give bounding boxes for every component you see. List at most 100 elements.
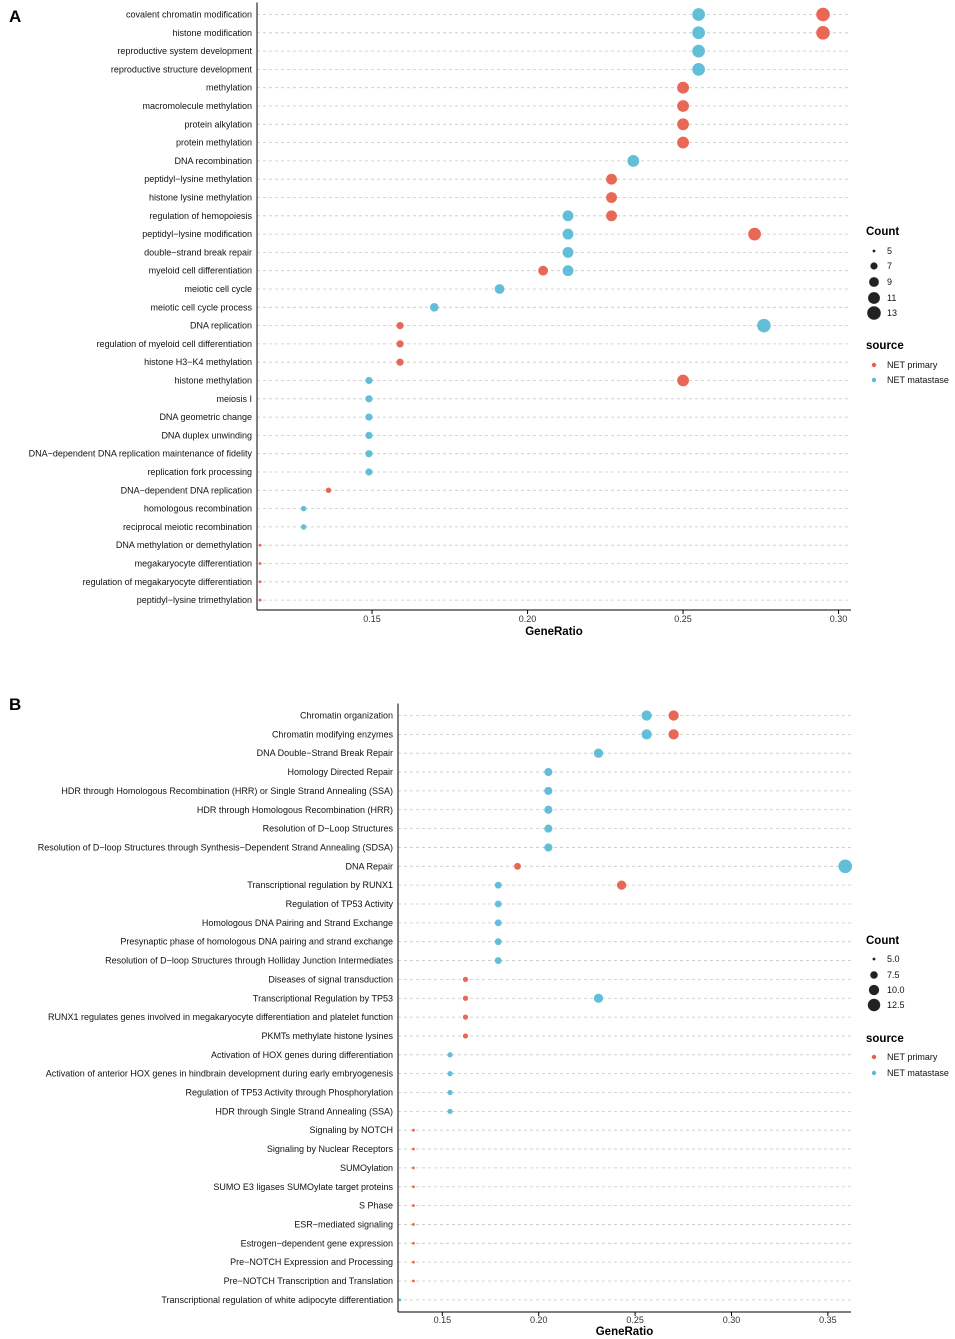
legend-size-label: 7.5 [887,970,900,980]
point-net-primary-regulation-of-hemopoiesis [606,210,617,222]
term-label-histone-methylation: histone methylation [174,376,252,386]
point-net-matastase-reciprocal-meiotic-recombination [300,524,307,530]
point-net-matastase-resolution-of-d-loop-structures [544,824,553,833]
point-net-matastase-homologous-recombination [300,505,307,512]
point-net-primary-myeloid-cell-differentiation [538,265,549,276]
term-label-chromatin-organization: Chromatin organization [300,711,393,721]
term-label-replication-fork-processing: replication fork processing [147,467,252,477]
term-label-peptidyl-lysine-trimethylation: peptidyl−lysine trimethylation [137,595,252,605]
term-label-pre-notch-expression-and-processing: Pre−NOTCH Expression and Processing [230,1257,393,1267]
point-net-matastase-chromatin-organization [641,710,652,721]
point-net-primary-signaling-by-notch [412,1128,415,1132]
term-label-runx1-regulates-genes-involved-in-megakaryocyte-: RUNX1 regulates genes involved in megaka… [48,1012,393,1022]
point-net-matastase-presynaptic-phase-of-homologous-dna-pairing-and- [494,938,502,946]
term-label-protein-methylation: protein methylation [176,138,252,148]
point-net-primary-macromolecule-methylation [677,100,689,112]
point-net-matastase-hdr-through-homologous-recombination-hrr [544,805,553,814]
point-net-primary-pkmts-methylate-histone-lysines [462,1033,469,1039]
term-label-sumoylation: SUMOylation [340,1163,393,1173]
point-net-matastase-homology-directed-repair [544,767,553,777]
term-label-transcriptional-regulation-by-tp53: Transcriptional Regulation by TP53 [253,993,393,1003]
term-label-signaling-by-notch: Signaling by NOTCH [309,1125,393,1135]
term-label-double-strand-break-repair: double−strand break repair [144,247,252,257]
point-net-matastase-resolution-of-d-loop-structures-through-holliday [494,957,502,964]
term-label-dna-repair: DNA Repair [345,861,393,871]
x-tick-label: 0.15 [363,614,381,624]
legend-size-label: 12.5 [887,1000,905,1010]
legend-size-label: 10.0 [887,985,905,995]
point-net-matastase-transcriptional-regulation-by-tp53 [593,993,604,1003]
term-label-methylation: methylation [206,83,252,93]
legend-source-label-net-matastase: NET matastase [887,1068,949,1078]
legend-size-label: 13 [887,308,897,318]
point-net-primary-estrogen-dependent-gene-expression [412,1241,415,1245]
term-label-activation-of-hox-genes-during-differentiation: Activation of HOX genes during different… [211,1050,393,1060]
point-net-matastase-histone-methylation [365,376,373,385]
term-label-peptidyl-lysine-methylation: peptidyl−lysine methylation [144,174,252,184]
point-net-primary-histone-methylation [677,374,689,387]
point-net-primary-megakaryocyte-differentiation [258,562,262,565]
point-net-primary-chromatin-organization [668,710,679,721]
legend-source-label-net-matastase: NET matastase [887,375,949,385]
point-net-matastase-replication-fork-processing [365,468,373,476]
term-label-transcriptional-regulation-by-runx1: Transcriptional regulation by RUNX1 [247,880,393,890]
point-net-matastase-activation-of-anterior-hox-genes-in-hindbrain-de [447,1071,453,1077]
term-label-protein-alkylation: protein alkylation [184,119,252,129]
point-net-primary-histone-lysine-methylation [606,192,617,203]
term-label-hdr-through-homologous-recombination-hrr: HDR through Homologous Recombination (HR… [197,805,393,815]
term-label-regulation-of-myeloid-cell-differentiation: regulation of myeloid cell differentiati… [97,339,252,349]
point-net-primary-regulation-of-megakaryocyte-differentiation [258,580,262,584]
x-tick-label: 0.25 [626,1315,644,1325]
legend-source-label-net-primary: NET primary [887,360,938,370]
legend-count-title: Count [866,935,899,947]
term-label-pkmts-methylate-histone-lysines: PKMTs methylate histone lysines [261,1031,393,1041]
point-net-primary-methylation [677,81,689,94]
term-label-histone-lysine-methylation: histone lysine methylation [149,193,252,203]
point-net-primary-runx1-regulates-genes-involved-in-megakaryocyte- [462,1014,469,1020]
term-label-hdr-through-homologous-recombination-hrr-or-sing: HDR through Homologous Recombination (HR… [61,786,393,796]
term-label-chromatin-modifying-enzymes: Chromatin modifying enzymes [272,729,394,739]
legend-size-key [870,262,878,270]
legend-size-label: 9 [887,277,892,287]
point-net-matastase-histone-modification [692,26,705,40]
term-label-regulation-of-tp53-activity: Regulation of TP53 Activity [286,899,394,909]
point-net-primary-esr-mediated-signaling [412,1223,415,1226]
point-net-matastase-dna-recombination [627,154,640,167]
term-label-s-phase: S Phase [359,1201,393,1211]
term-label-dna-methylation-or-demethylation: DNA methylation or demethylation [116,540,252,550]
term-label-meiotic-cell-cycle: meiotic cell cycle [184,284,252,294]
term-label-signaling-by-nuclear-receptors: Signaling by Nuclear Receptors [267,1144,394,1154]
point-net-matastase-regulation-of-tp53-activity [494,900,502,908]
legend-size-key [867,306,881,320]
point-net-primary-dna-methylation-or-demethylation [258,543,262,547]
term-label-macromolecule-methylation: macromolecule methylation [142,101,252,111]
point-net-matastase-dna-replication [757,318,771,333]
x-tick-label: 0.30 [723,1315,741,1325]
legend-size-label: 7 [887,261,892,271]
point-net-primary-transcriptional-regulation-by-tp53 [462,995,469,1001]
point-net-matastase-meiotic-cell-cycle-process [429,302,439,312]
term-label-meiotic-cell-cycle-process: meiotic cell cycle process [150,302,252,312]
point-net-matastase-dna-duplex-unwinding [365,431,373,440]
term-label-sumo-e3-ligases-sumoylate-target-proteins: SUMO E3 ligases SUMOylate target protein… [213,1182,393,1192]
point-net-matastase-hdr-through-homologous-recombination-hrr-or-sing [544,786,553,795]
term-label-homologous-dna-pairing-and-strand-exchange: Homologous DNA Pairing and Strand Exchan… [202,918,393,928]
term-label-homology-directed-repair: Homology Directed Repair [287,767,393,777]
point-net-primary-protein-alkylation [677,118,689,131]
term-label-dna-duplex-unwinding: DNA duplex unwinding [161,430,252,440]
term-label-pre-notch-transcription-and-translation: Pre−NOTCH Transcription and Translation [224,1276,393,1286]
x-axis-title: GeneRatio [525,626,583,638]
point-net-primary-peptidyl-lysine-modification [748,227,761,241]
point-net-matastase-reproductive-system-development [692,44,705,58]
point-net-matastase-covalent-chromatin-modification [692,8,705,21]
point-net-matastase-hdr-through-single-strand-annealing-ssa [447,1108,453,1114]
term-label-resolution-of-d-loop-structures-through-holliday: Resolution of D−loop Structures through … [105,956,393,966]
term-label-covalent-chromatin-modification: covalent chromatin modification [126,10,252,20]
term-label-reproductive-system-development: reproductive system development [117,46,252,56]
term-label-dna-replication: DNA replication [190,321,252,331]
point-net-matastase-transcriptional-regulation-by-runx1 [494,881,502,889]
term-label-reproductive-structure-development: reproductive structure development [111,64,253,74]
point-net-primary-transcriptional-regulation-by-runx1 [616,880,627,890]
